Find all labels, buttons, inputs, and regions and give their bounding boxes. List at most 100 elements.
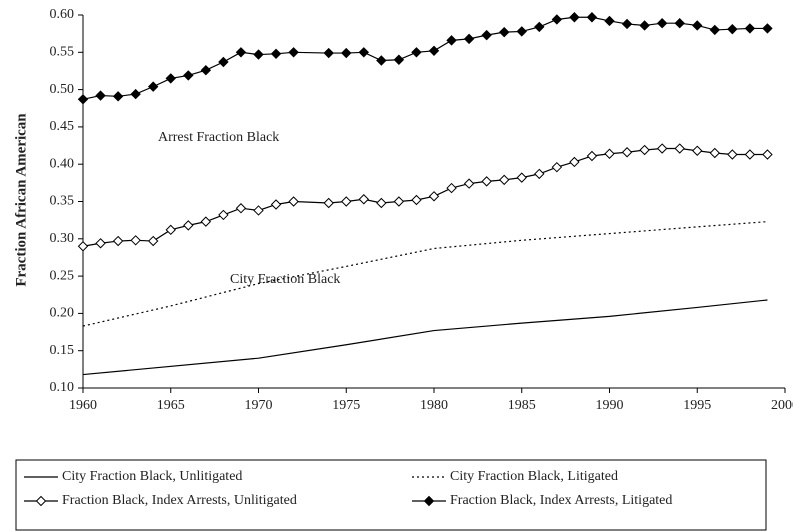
annotation: Arrest Fraction Black [158, 130, 279, 145]
annotation: City Fraction Black [230, 272, 340, 287]
data-point [288, 47, 299, 58]
data-point [551, 161, 563, 173]
x-tick-label: 1995 [683, 398, 711, 413]
legend-label: Fraction Black, Index Arrests, Unlitigat… [62, 493, 297, 508]
y-tick-label: 0.45 [50, 119, 75, 134]
data-point [569, 12, 580, 23]
data-point [77, 94, 89, 105]
legend-label: Fraction Black, Index Arrests, Litigated [450, 493, 672, 508]
data-point [744, 149, 756, 160]
data-point [411, 47, 422, 58]
data-point [446, 182, 457, 194]
data-point [393, 54, 405, 65]
data-point [674, 17, 685, 29]
data-point [744, 23, 756, 34]
data-point [727, 23, 738, 35]
data-point [253, 205, 264, 216]
data-point [218, 209, 229, 221]
data-point [428, 45, 440, 57]
x-tick-label: 2000 [771, 398, 793, 413]
data-point [428, 191, 440, 202]
data-point [674, 143, 685, 154]
data-point [446, 35, 457, 46]
data-point [112, 91, 124, 102]
y-tick-label: 0.55 [50, 45, 75, 60]
x-tick-label: 1985 [508, 398, 536, 413]
x-tick-label: 1975 [332, 398, 360, 413]
data-point [498, 26, 510, 38]
data-point [147, 81, 159, 92]
data-point [463, 33, 475, 45]
series-line [82, 147, 768, 247]
data-point [639, 144, 650, 156]
y-tick-label: 0.25 [50, 268, 75, 283]
legend-box [15, 459, 767, 531]
x-tick-label: 1965 [157, 398, 185, 413]
data-point [218, 56, 229, 68]
data-point [516, 26, 527, 37]
series-line [82, 221, 768, 327]
data-point [112, 235, 124, 247]
data-point [270, 199, 282, 210]
data-point [656, 143, 668, 154]
data-point [341, 196, 352, 207]
y-tick-label: 0.60 [50, 7, 75, 22]
data-point [95, 238, 106, 249]
data-point [727, 149, 738, 160]
data-point [376, 197, 387, 209]
data-point [77, 241, 89, 252]
y-tick-label: 0.10 [50, 380, 75, 395]
data-point [481, 29, 492, 41]
data-point [709, 147, 721, 159]
data-point [393, 196, 405, 207]
data-point [692, 20, 703, 31]
data-point [762, 149, 773, 160]
data-point [253, 49, 264, 60]
data-point [551, 14, 563, 25]
data-point [516, 172, 527, 183]
legend-marker [35, 495, 47, 507]
data-point [498, 174, 510, 186]
data-point [200, 64, 212, 76]
data-point [183, 70, 194, 81]
data-point [604, 15, 615, 27]
y-tick-label: 0.30 [50, 231, 75, 246]
data-point [235, 47, 247, 58]
data-point [621, 147, 633, 158]
series-line [82, 299, 768, 376]
data-point [376, 55, 387, 66]
y-tick-label: 0.50 [50, 82, 75, 97]
data-point [183, 220, 194, 231]
data-point [323, 47, 334, 59]
y-tick-label: 0.15 [50, 343, 75, 358]
data-point [604, 148, 615, 159]
data-point [358, 47, 370, 58]
data-point [621, 18, 633, 30]
data-point [235, 203, 247, 214]
data-point [323, 197, 334, 209]
data-point [586, 12, 598, 23]
data-point [270, 48, 282, 59]
data-point [762, 23, 773, 34]
data-point [130, 88, 141, 100]
y-tick-label: 0.40 [50, 156, 75, 171]
data-point [165, 73, 176, 84]
legend-label: City Fraction Black, Unlitigated [62, 469, 242, 484]
series-line [82, 16, 768, 100]
y-tick-label: 0.20 [50, 306, 75, 321]
data-point [481, 176, 492, 187]
data-point [147, 235, 159, 247]
legend-label: City Fraction Black, Litigated [450, 469, 618, 484]
y-axis-label: Fraction African American [13, 113, 29, 287]
data-point [95, 90, 106, 101]
data-point [411, 194, 422, 206]
data-point [656, 17, 668, 29]
y-tick-label: 0.35 [50, 194, 75, 209]
data-point [200, 216, 212, 227]
data-point [130, 235, 141, 246]
data-point [341, 47, 352, 59]
x-tick-label: 1970 [245, 398, 273, 413]
data-point [709, 24, 721, 36]
data-point [165, 224, 176, 236]
